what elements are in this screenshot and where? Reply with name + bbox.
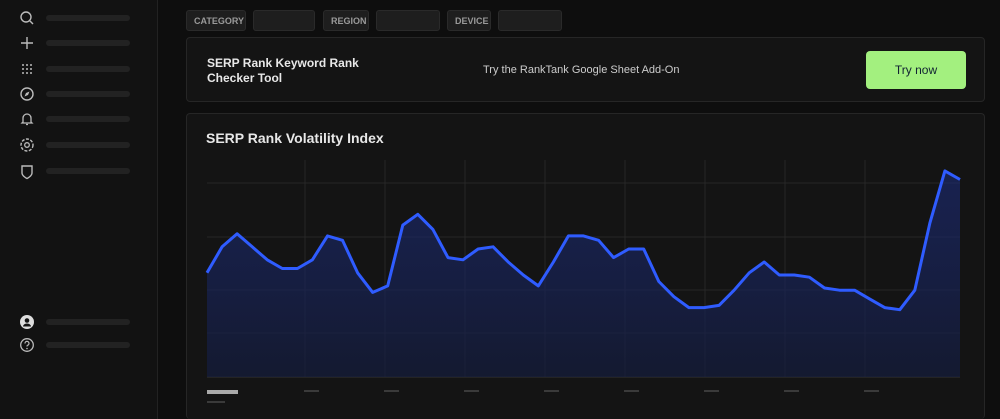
placeholder: [46, 66, 130, 72]
placeholder: [46, 116, 130, 122]
filter-label: REGION: [323, 10, 369, 31]
compass-icon[interactable]: [19, 86, 35, 102]
sidebar: [0, 0, 158, 419]
placeholder: [46, 40, 130, 46]
placeholder: [46, 342, 130, 348]
grid-icon[interactable]: [19, 61, 35, 77]
placeholder: [46, 142, 130, 148]
placeholder: [46, 168, 130, 174]
placeholder: [46, 319, 130, 325]
shield-icon[interactable]: [19, 164, 35, 180]
banner: SERP Rank Keyword Rank Checker Tool Try …: [186, 37, 985, 102]
filter-select[interactable]: [253, 10, 315, 31]
banner-text: Try the RankTank Google Sheet Add-On: [483, 64, 680, 76]
chart-title: SERP Rank Volatility Index: [206, 130, 384, 146]
area: [207, 170, 960, 377]
placeholder: [46, 15, 130, 21]
filter-select[interactable]: [498, 10, 562, 31]
settings-icon[interactable]: [19, 137, 35, 153]
search-icon[interactable]: [19, 10, 35, 26]
filter-select[interactable]: [376, 10, 440, 31]
bell-icon[interactable]: [19, 111, 35, 127]
user-icon[interactable]: [19, 314, 35, 330]
add-icon[interactable]: [19, 35, 35, 51]
filter-label: DEVICE: [447, 10, 491, 31]
placeholder: [46, 91, 130, 97]
help-icon[interactable]: [19, 337, 35, 353]
try-button[interactable]: Try now: [866, 51, 966, 89]
filter-label: CATEGORY: [186, 10, 246, 31]
x-placeholders: [207, 390, 879, 403]
banner-title: SERP Rank Keyword Rank Checker Tool: [207, 56, 359, 85]
line: [205, 169, 961, 312]
